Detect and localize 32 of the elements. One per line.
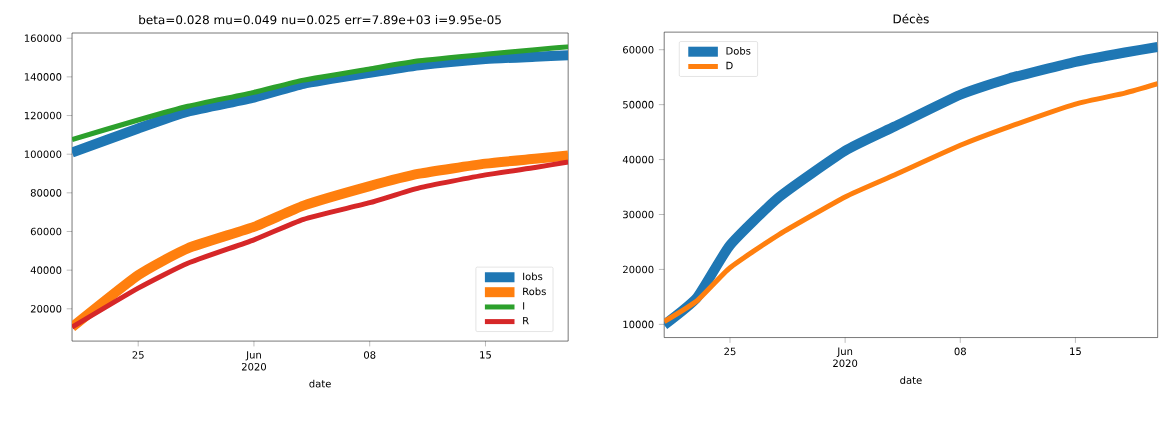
y-tick-label: 40000 [30, 266, 62, 274]
legend-label: Iobs [523, 272, 543, 281]
y-tick-label: 160000 [24, 34, 62, 42]
x-tick-label: Jun 2020 [241, 351, 266, 371]
y-tick-label: 50000 [623, 100, 654, 109]
x-axis-title: date [900, 376, 922, 384]
y-tick-label: 60000 [623, 45, 654, 54]
y-tick-label: 100000 [24, 150, 62, 158]
x-tick-label: 25 [724, 347, 736, 356]
chart-title: beta=0.028 mu=0.049 nu=0.025 err=7.89e+03 i=9.95e-05 [139, 14, 501, 25]
y-tick-label: 10000 [623, 320, 654, 329]
x-tick-label: 25 [132, 351, 144, 359]
legend-label: D [726, 61, 733, 70]
x-tick-label: 08 [364, 351, 376, 359]
y-tick-label: 40000 [622, 155, 654, 164]
legend-label: Dobs [726, 46, 751, 55]
x-tick-label: 15 [480, 351, 491, 359]
y-tick-label: 140000 [24, 73, 62, 81]
y-tick-label: 120000 [24, 111, 62, 120]
x-axis-title: date [309, 379, 331, 388]
x-tick-label: Jun 2020 [833, 347, 858, 367]
legend-label: I [523, 302, 525, 310]
y-tick-label: 30000 [623, 210, 654, 219]
y-tick-label: 20000 [30, 304, 62, 313]
x-tick-label: 08 [954, 347, 966, 356]
legend-label: R [523, 316, 529, 325]
y-tick-label: 60000 [30, 227, 62, 236]
x-tick-label: 15 [1070, 347, 1081, 355]
y-tick-label: 20000 [623, 265, 654, 274]
legend-label: Robs [523, 287, 546, 296]
y-tick-label: 80000 [30, 189, 62, 197]
chart-title: Décès [893, 13, 929, 24]
